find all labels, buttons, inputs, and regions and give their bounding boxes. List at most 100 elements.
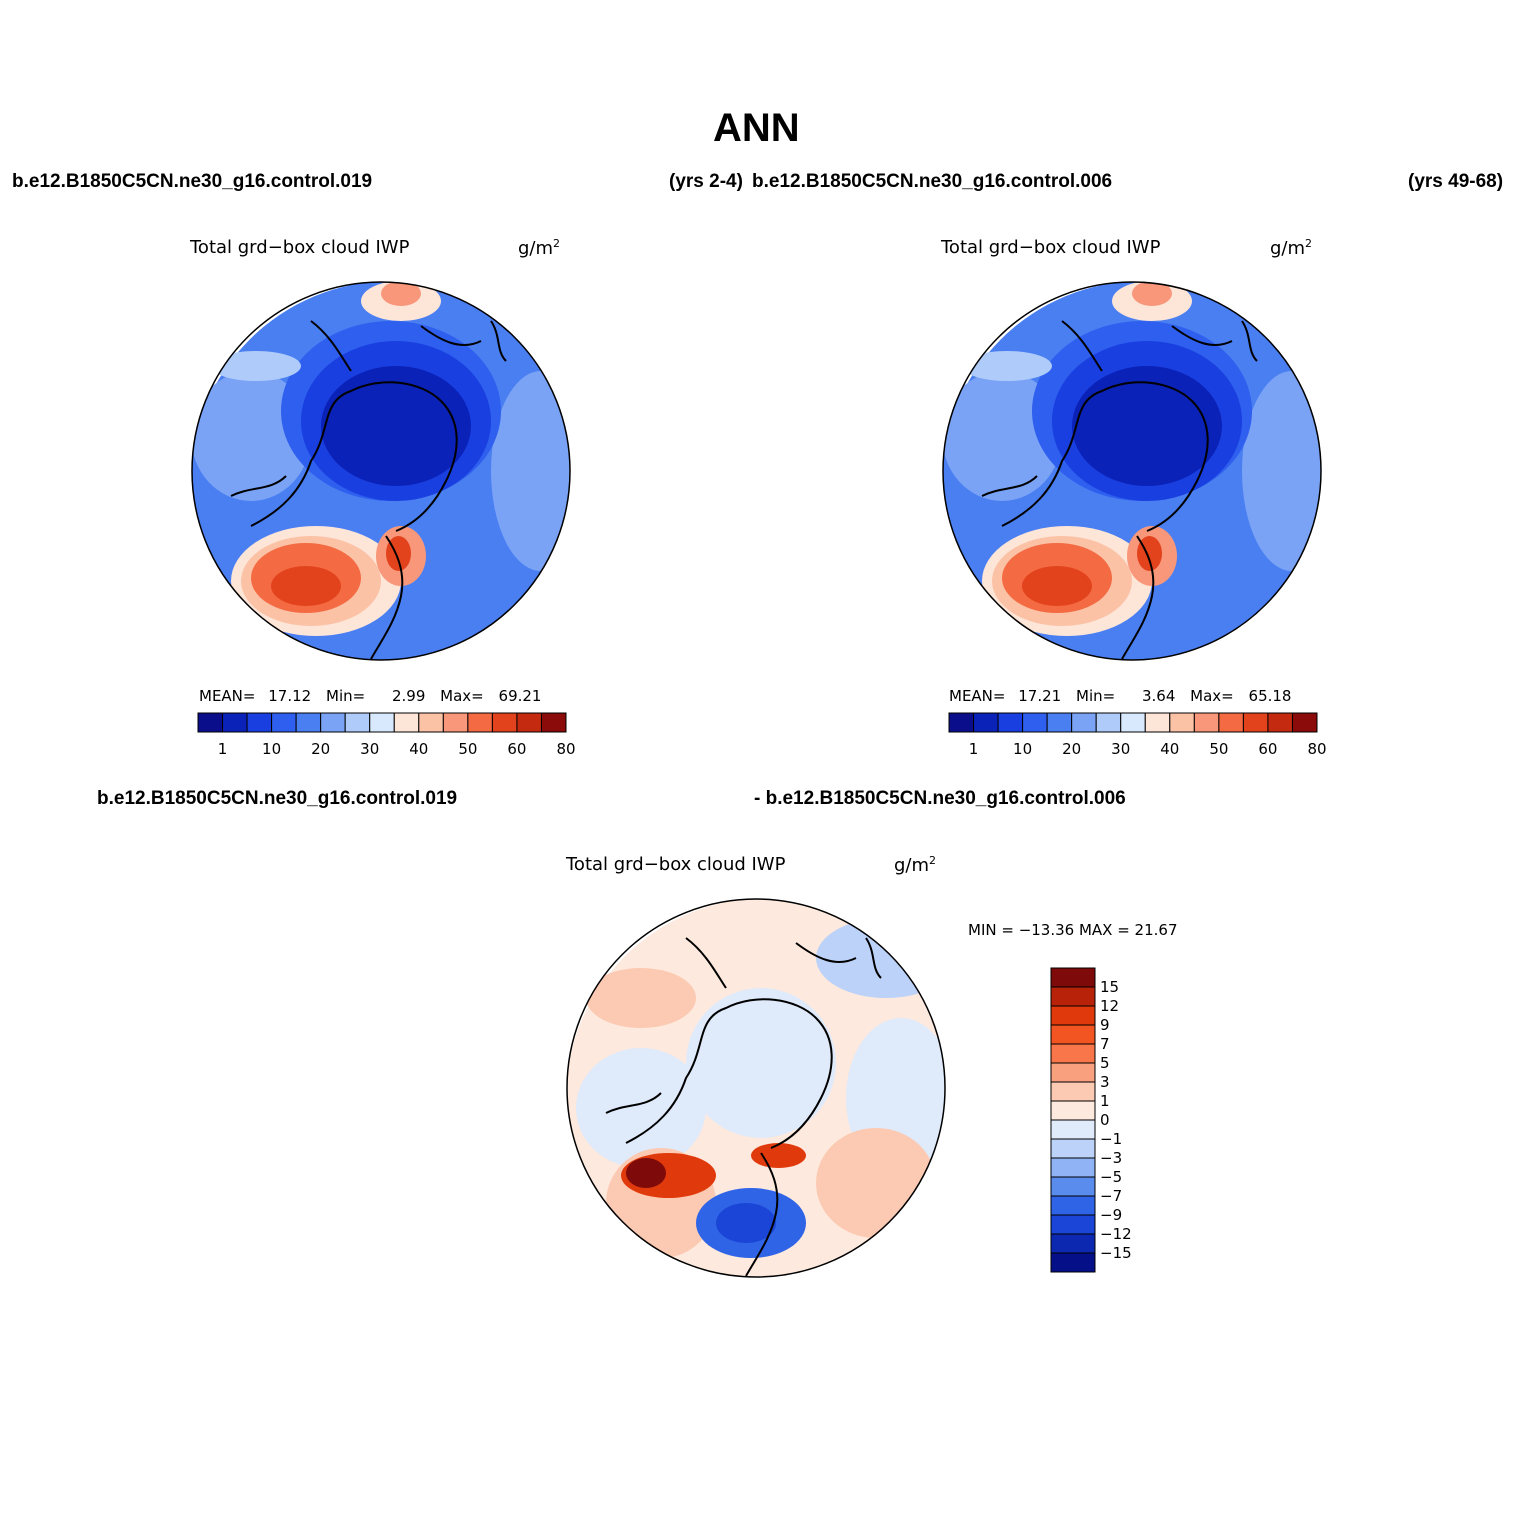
colorbar-tick-label: 40 bbox=[1160, 740, 1179, 758]
contour-region bbox=[271, 566, 341, 606]
colorbar-swatch bbox=[973, 712, 999, 733]
right-mean-value: 17.21 bbox=[1018, 687, 1062, 705]
page-title: ANN bbox=[713, 106, 800, 150]
colorbar-tick-label: 60 bbox=[507, 740, 526, 758]
colorbar-tick-label: 20 bbox=[311, 740, 330, 758]
left-max-label: Max= bbox=[440, 687, 484, 705]
colorbar-swatch bbox=[1169, 712, 1195, 733]
colorbar-swatch bbox=[491, 712, 518, 733]
map-border bbox=[942, 281, 1322, 661]
contour-region bbox=[943, 371, 1062, 501]
left-variable-label: Total grd−box cloud IWP bbox=[190, 237, 410, 258]
map-border bbox=[566, 898, 946, 1278]
colorbar-tick-label: 1 bbox=[1100, 1092, 1110, 1110]
colorbar-swatch bbox=[1120, 712, 1146, 733]
colorbar-tick-label: 9 bbox=[1100, 1016, 1110, 1034]
left-mean-value: 17.12 bbox=[268, 687, 312, 705]
colorbar-tick-label: −9 bbox=[1100, 1206, 1122, 1224]
right-min-value: 3.64 bbox=[1141, 687, 1176, 705]
colorbar-tick-label: 50 bbox=[458, 740, 477, 758]
left-min-value: 2.99 bbox=[391, 687, 426, 705]
top-left-years-label: (yrs 2-4) bbox=[669, 171, 743, 192]
colorbar-tick-label: 7 bbox=[1100, 1035, 1110, 1053]
left-units-exp: 2 bbox=[553, 237, 561, 250]
left-units-label: g/m2 bbox=[518, 237, 560, 259]
left-polar-map bbox=[191, 281, 571, 661]
right-polar-map bbox=[942, 281, 1322, 661]
colorbar-tick-label: 12 bbox=[1100, 997, 1119, 1015]
contour-region bbox=[321, 366, 471, 486]
colorbar-tick-label: 30 bbox=[1111, 740, 1130, 758]
right-stats: MEAN= 17.21 Min= 3.64 Max= 65.18 bbox=[949, 687, 1291, 705]
colorbar-tick-label: 50 bbox=[1209, 740, 1228, 758]
colorbar-tick-label: 15 bbox=[1100, 978, 1119, 996]
colorbar-swatch bbox=[516, 712, 542, 733]
top-right-years-label: (yrs 49-68) bbox=[1408, 171, 1504, 192]
right-units-label: g/m2 bbox=[1270, 237, 1312, 259]
colorbar-tick-label: −12 bbox=[1100, 1225, 1132, 1243]
colorbar-swatch bbox=[1050, 986, 1096, 1007]
contour-region bbox=[1072, 366, 1222, 486]
contour-region bbox=[381, 282, 421, 306]
contour-region bbox=[1132, 282, 1172, 306]
coastline bbox=[605, 937, 882, 1277]
diff-units-label: g/m2 bbox=[894, 854, 936, 876]
contour-region bbox=[576, 1048, 706, 1168]
colorbar-swatch bbox=[1050, 1081, 1096, 1102]
contour-region bbox=[626, 1158, 666, 1188]
colorbar-swatch bbox=[344, 712, 371, 733]
colorbar-swatch bbox=[467, 712, 493, 733]
colorbar-swatch bbox=[1050, 1119, 1096, 1140]
colorbar-swatch bbox=[1050, 1176, 1096, 1197]
colorbar-swatch bbox=[1050, 1062, 1096, 1083]
diff-minmax: MIN = −13.36 MAX = 21.67 bbox=[968, 921, 1178, 939]
contour-region bbox=[962, 351, 1052, 381]
colorbar-swatch bbox=[271, 712, 297, 733]
diff-polar-map bbox=[566, 898, 946, 1278]
colorbar-swatch bbox=[1144, 712, 1171, 733]
contour-region bbox=[192, 371, 311, 501]
colorbar-swatch bbox=[1050, 967, 1096, 988]
right-variable-label: Total grd−box cloud IWP bbox=[941, 237, 1161, 258]
colorbar-swatch bbox=[369, 712, 395, 733]
colorbar-swatch bbox=[1050, 1214, 1096, 1235]
colorbar-swatch bbox=[295, 712, 322, 733]
map-border bbox=[191, 281, 571, 661]
colorbar-tick-label: 80 bbox=[1307, 740, 1326, 758]
bottom-case-b-label: - b.e12.B1850C5CN.ne30_g16.control.006 bbox=[754, 788, 1126, 809]
colorbar-swatch bbox=[540, 712, 567, 733]
diff-variable-label: Total grd−box cloud IWP bbox=[566, 854, 786, 875]
contour-region bbox=[586, 968, 696, 1028]
colorbar-swatch bbox=[442, 712, 469, 733]
colorbar-swatch bbox=[320, 712, 346, 733]
left-colorbar: 1 10 20 30 40 50 60 80 bbox=[197, 712, 576, 758]
colorbar-tick-label: 30 bbox=[360, 740, 379, 758]
colorbar-swatch bbox=[1095, 712, 1122, 733]
right-min-label: Min= bbox=[1076, 687, 1116, 705]
colorbar-tick-label: 0 bbox=[1100, 1111, 1110, 1129]
colorbar-tick-label: 3 bbox=[1100, 1073, 1110, 1091]
map-field bbox=[192, 282, 570, 660]
colorbar-swatch bbox=[1242, 712, 1269, 733]
coastline bbox=[981, 320, 1258, 660]
diff-units-exp: 2 bbox=[929, 854, 937, 867]
colorbar-swatch bbox=[1267, 712, 1293, 733]
colorbar-tick-label: −3 bbox=[1100, 1149, 1122, 1167]
contour-region bbox=[816, 918, 945, 998]
colorbar-tick-label: 1 bbox=[218, 740, 228, 758]
colorbar-swatch bbox=[393, 712, 420, 733]
left-units-text: g/m bbox=[518, 238, 554, 259]
map-field bbox=[943, 282, 1321, 660]
contour-region bbox=[716, 1203, 776, 1243]
colorbar-tick-label: 80 bbox=[556, 740, 575, 758]
colorbar-tick-label: 5 bbox=[1100, 1054, 1110, 1072]
bottom-case-a-label: b.e12.B1850C5CN.ne30_g16.control.019 bbox=[97, 788, 458, 809]
diff-units-text: g/m bbox=[894, 855, 930, 876]
contour-region bbox=[211, 351, 301, 381]
colorbar-swatch bbox=[1050, 1100, 1096, 1121]
colorbar-tick-label: −1 bbox=[1100, 1130, 1122, 1148]
colorbar-swatch bbox=[1050, 1005, 1096, 1026]
colorbar-swatch bbox=[948, 712, 975, 733]
colorbar-tick-label: 1 bbox=[969, 740, 979, 758]
